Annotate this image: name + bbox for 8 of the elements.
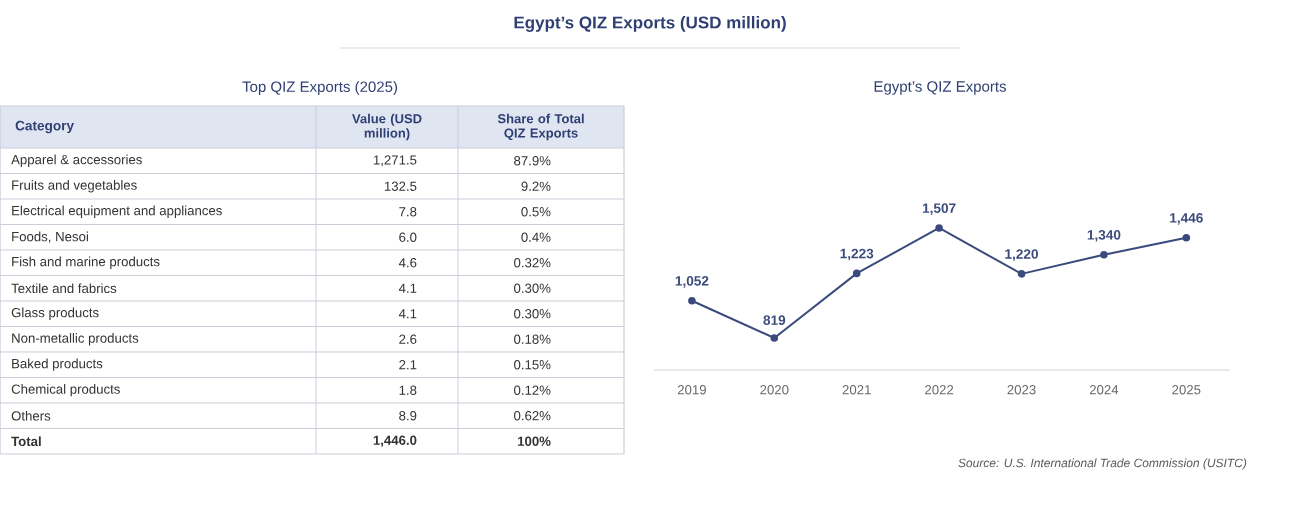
point <box>1017 270 1026 278</box>
point <box>935 224 943 232</box>
point <box>688 296 696 305</box>
point <box>1182 233 1191 242</box>
text: Egypt’s QIZ Exports (USD million) <box>514 16 786 32</box>
point <box>770 334 779 342</box>
point <box>1100 250 1108 259</box>
point <box>852 269 861 278</box>
